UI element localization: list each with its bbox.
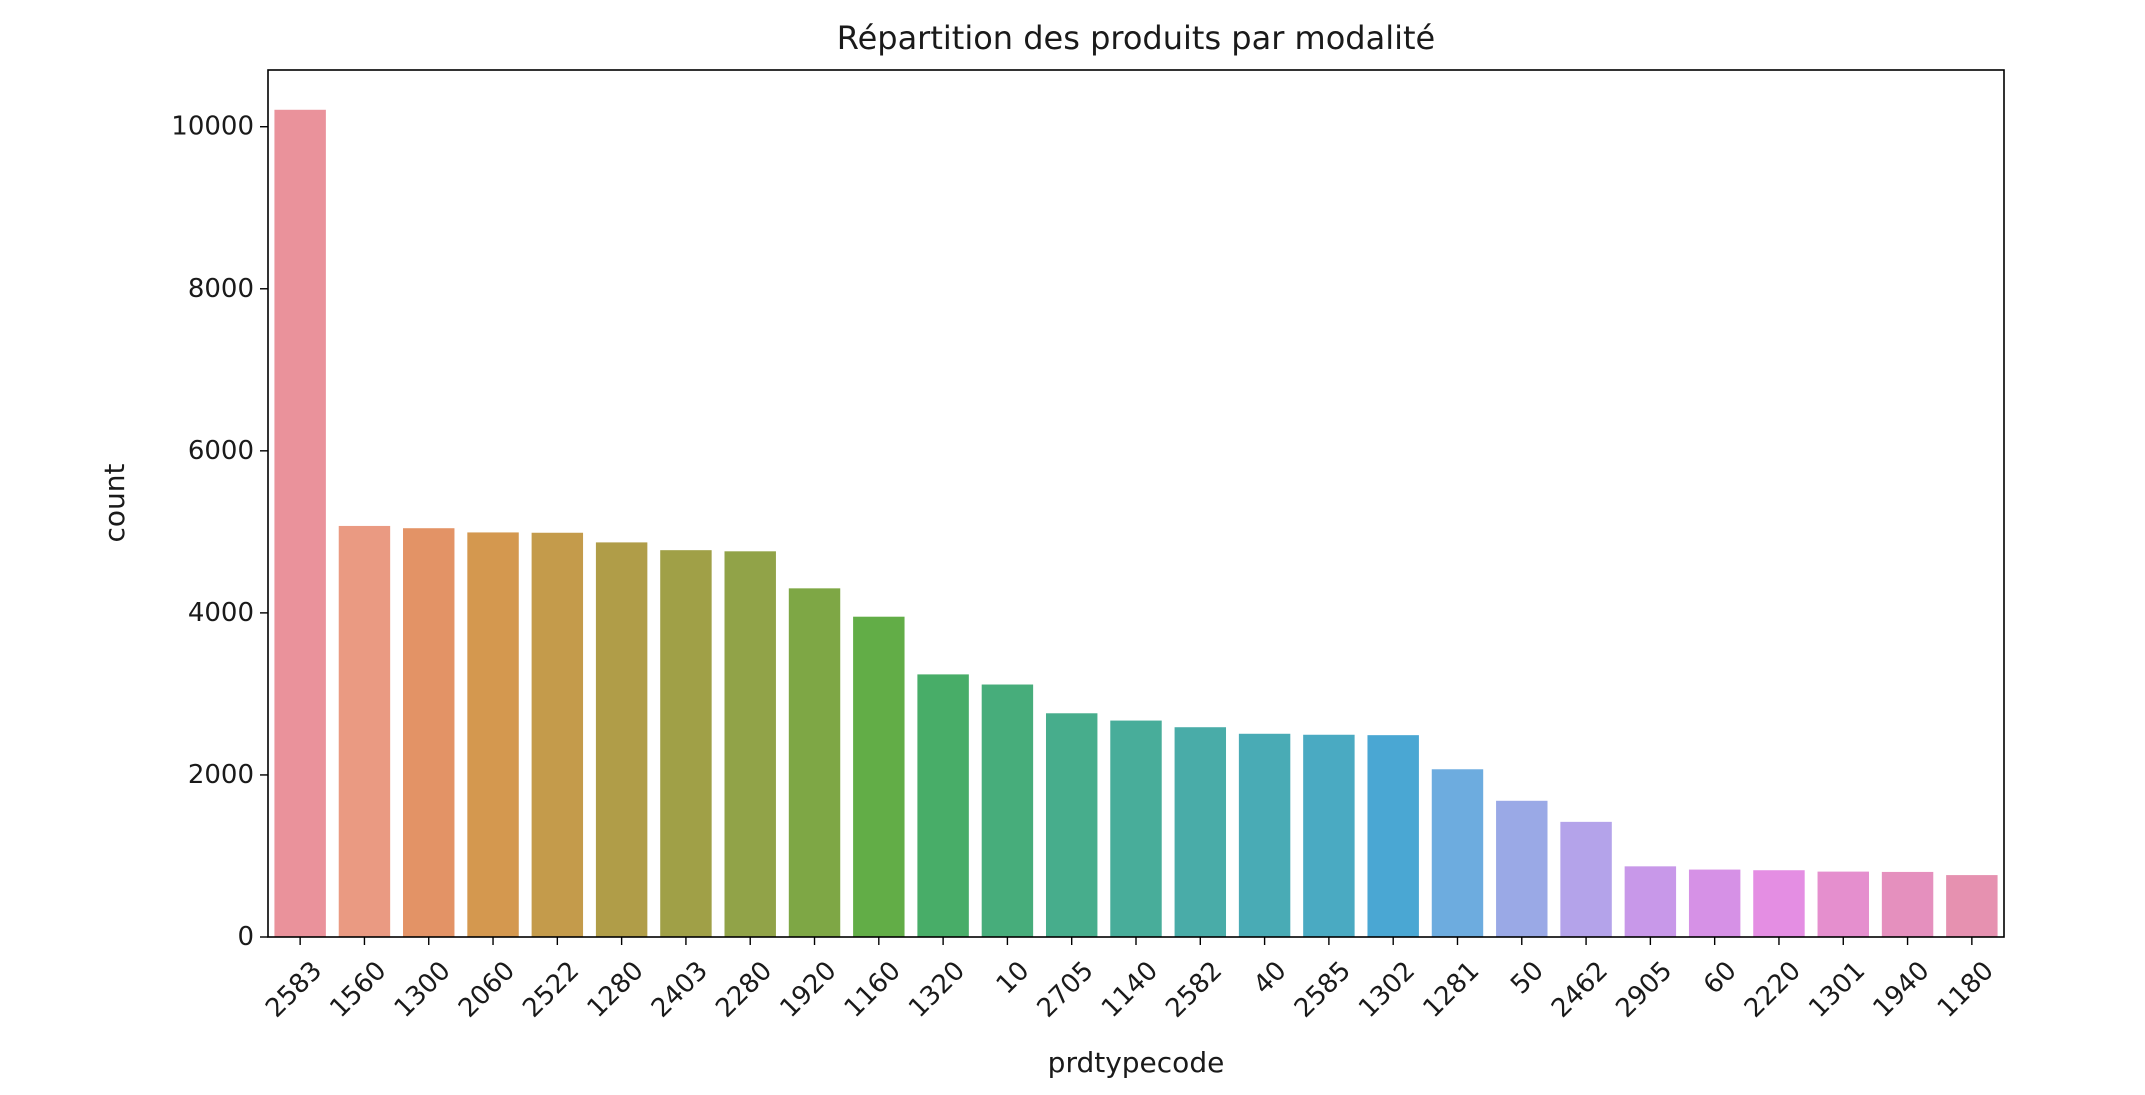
- bar-1920: [788, 588, 841, 937]
- bars-layer: [274, 109, 1998, 937]
- bar-2705: [1045, 713, 1098, 937]
- y-tick-label: 10000: [171, 112, 254, 142]
- y-axis-label: count: [98, 463, 131, 542]
- x-tick-label: 2585: [1289, 956, 1357, 1024]
- bar-1301: [1817, 871, 1869, 937]
- x-tick-label: 2583: [260, 956, 328, 1024]
- bar-10: [981, 684, 1034, 937]
- y-tick-label: 2000: [188, 760, 254, 790]
- x-tick-label: 2403: [646, 956, 714, 1024]
- x-tick-label: 1140: [1096, 956, 1164, 1024]
- x-tick-label: 2905: [1610, 956, 1678, 1024]
- bar-2060: [467, 532, 519, 937]
- bar-1940: [1881, 871, 1934, 937]
- y-tick-label: 8000: [188, 274, 254, 304]
- y-tick-label: 6000: [188, 436, 254, 466]
- x-tick-label: 2060: [453, 956, 521, 1024]
- bar-40: [1238, 733, 1291, 937]
- x-tick-label: 1301: [1803, 956, 1871, 1024]
- bar-60: [1688, 869, 1741, 937]
- bar-1300: [403, 528, 455, 937]
- bar-1140: [1110, 720, 1162, 937]
- bar-2522: [531, 532, 584, 937]
- x-tick-label: 1180: [1932, 956, 2000, 1024]
- bar-2585: [1303, 734, 1355, 937]
- x-tick-label: 2280: [710, 956, 778, 1024]
- x-tick-label: 2582: [1160, 956, 1228, 1024]
- bar-2220: [1753, 870, 1805, 937]
- bar-1302: [1367, 735, 1419, 937]
- x-tick-label: 1920: [774, 956, 842, 1024]
- x-tick-label: 2522: [517, 956, 585, 1024]
- y-tick-label: 0: [237, 922, 254, 952]
- x-tick-label: 1302: [1353, 956, 1421, 1024]
- x-tick-label: 1280: [582, 956, 650, 1024]
- x-tick-label: 1320: [903, 956, 971, 1024]
- bar-2403: [660, 550, 712, 937]
- bar-1160: [853, 616, 905, 937]
- bar-2280: [724, 551, 776, 937]
- x-tick-label: 1300: [389, 956, 457, 1024]
- y-axis: 0 2000 4000 6000 8000 10000: [171, 112, 268, 952]
- x-tick-label: 60: [1698, 956, 1743, 1001]
- bar-2582: [1174, 727, 1227, 937]
- bar-1280: [595, 542, 648, 937]
- bar-2583: [274, 109, 326, 937]
- x-tick-label: 1560: [324, 956, 392, 1024]
- bar-50: [1496, 800, 1548, 937]
- y-tick-label: 4000: [188, 598, 254, 628]
- x-tick-label: 1160: [839, 956, 907, 1024]
- x-axis: 2583156013002060252212802403228019201160…: [260, 937, 2000, 1024]
- bar-2462: [1560, 821, 1612, 937]
- chart-title: Répartition des produits par modalité: [837, 19, 1435, 57]
- x-tick-label: 50: [1505, 956, 1550, 1001]
- bar-1281: [1431, 769, 1484, 937]
- x-tick-label: 2705: [1032, 956, 1100, 1024]
- x-tick-label: 2220: [1739, 956, 1807, 1024]
- x-tick-label: 10: [991, 956, 1036, 1001]
- x-tick-label: 1281: [1417, 956, 1485, 1024]
- x-tick-label: 40: [1248, 956, 1293, 1001]
- bar-1320: [917, 674, 969, 937]
- x-tick-label: 1940: [1868, 956, 1936, 1024]
- x-tick-label: 2462: [1546, 956, 1614, 1024]
- bar-2905: [1624, 866, 1677, 937]
- x-axis-label: prdtypecode: [1048, 1046, 1225, 1079]
- bar-1560: [338, 525, 391, 937]
- bar-1180: [1946, 875, 1998, 937]
